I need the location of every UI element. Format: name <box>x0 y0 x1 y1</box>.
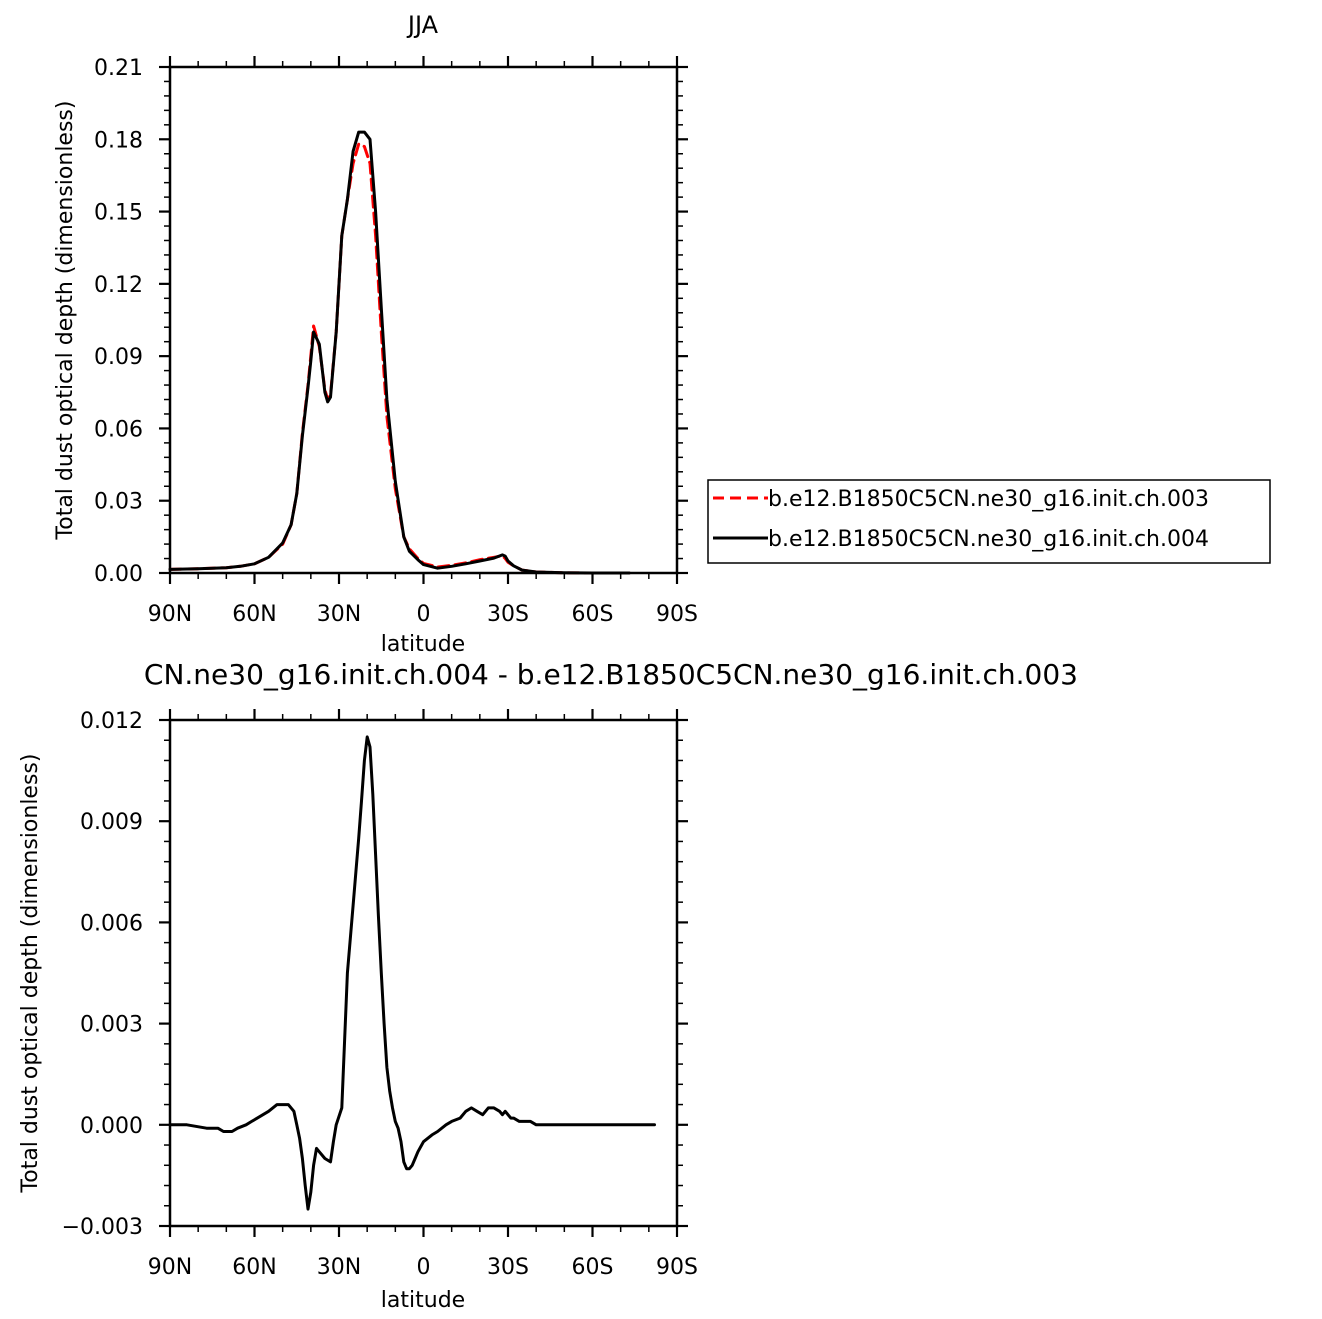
x-tick-label: 30S <box>487 602 529 627</box>
top-tick-labels: 0.00 0.03 0.06 0.09 0.12 0.15 0.18 0.21 90N 60N 30… <box>94 56 698 627</box>
bottom-y-axis-label: Total dust optical depth (dimensionless) <box>18 754 43 1194</box>
bottom-axes-ticks <box>159 709 688 1237</box>
bottom-chart-title: CN.ne30_g16.init.ch.004 - b.e12.B1850C5C… <box>144 658 1078 691</box>
y-tick-label: 0.03 <box>94 490 143 515</box>
top-series-group <box>168 130 631 575</box>
bottom-series-group <box>168 735 656 1211</box>
y-tick-label: 0.06 <box>94 417 143 442</box>
x-tick-label: 60N <box>232 602 276 627</box>
top-y-axis-label: Total dust optical depth (dimensionless) <box>53 101 78 541</box>
x-tick-label: 90N <box>148 1255 192 1280</box>
x-tick-label: 60N <box>232 1255 276 1280</box>
bottom-plot-frame <box>168 718 679 1228</box>
top-x-axis-label: latitude <box>381 632 465 657</box>
x-tick-label: 90S <box>656 602 698 627</box>
x-tick-label: 0 <box>417 602 431 627</box>
legend: b.e12.B1850C5CN.ne30_g16.init.ch.003 b.e… <box>707 479 1271 564</box>
x-tick-label: 0 <box>417 1255 431 1280</box>
y-tick-label: 0.003 <box>80 1013 143 1038</box>
y-tick-label: 0.012 <box>80 709 143 734</box>
top-chart-title: JJA <box>406 11 439 39</box>
y-tick-label: 0.12 <box>94 273 143 298</box>
y-tick-label: 0.09 <box>94 345 143 370</box>
y-tick-label: 0.009 <box>80 810 143 835</box>
y-tick-label: −0.003 <box>62 1215 143 1240</box>
x-tick-label: 30S <box>487 1255 529 1280</box>
series-line-1 <box>168 130 631 575</box>
legend-box <box>707 479 1271 564</box>
bottom-tick-labels: −0.003 0.000 0.003 0.006 0.009 0.012 90N 60N 30N… <box>62 709 698 1280</box>
top-plot-frame <box>168 65 679 575</box>
legend-entry-003: b.e12.B1850C5CN.ne30_g16.init.ch.003 <box>768 487 1209 512</box>
bottom-x-axis-label: latitude <box>381 1288 465 1313</box>
top-axes-ticks <box>159 56 688 584</box>
x-tick-label: 30N <box>317 602 361 627</box>
x-tick-label: 30N <box>317 1255 361 1280</box>
x-tick-label: 60S <box>572 602 614 627</box>
x-tick-label: 90S <box>656 1255 698 1280</box>
x-tick-label: 60S <box>572 1255 614 1280</box>
series-line-0 <box>168 735 656 1211</box>
y-tick-label: 0.15 <box>94 201 143 226</box>
legend-entry-004: b.e12.B1850C5CN.ne30_g16.init.ch.004 <box>768 527 1209 552</box>
bottom-panel: CN.ne30_g16.init.ch.004 - b.e12.B1850C5C… <box>18 658 1078 1313</box>
x-tick-label: 90N <box>148 602 192 627</box>
y-tick-label: 0.18 <box>94 128 143 153</box>
top-panel: JJA 0.00 0.03 0.06 0.09 0.12 0.15 0.18 0.21 90N 6… <box>53 11 698 657</box>
y-tick-label: 0.006 <box>80 911 143 936</box>
y-tick-label: 0.00 <box>94 562 143 587</box>
y-tick-label: 0.21 <box>94 56 143 81</box>
y-tick-label: 0.000 <box>80 1114 143 1139</box>
